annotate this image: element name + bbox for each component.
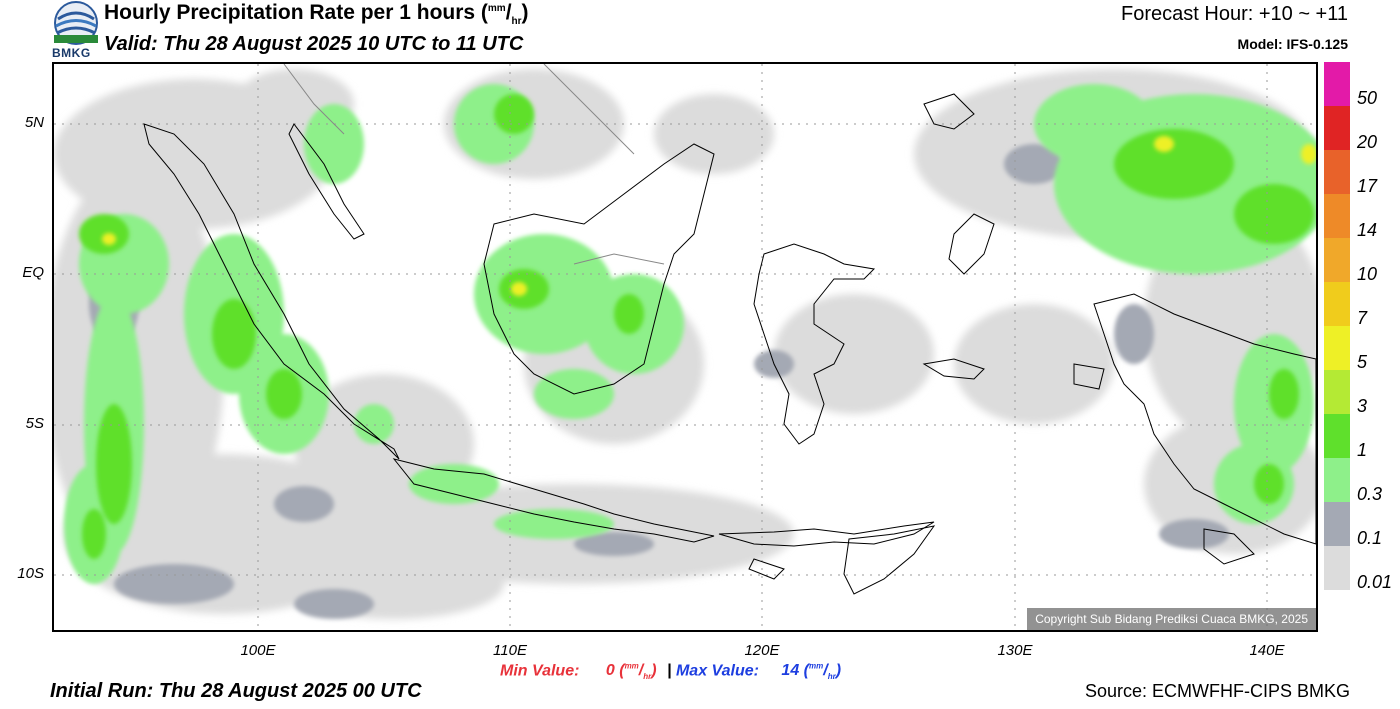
lat-label-eq: EQ (22, 264, 44, 281)
lon-label-120e: 120E (744, 642, 780, 659)
lon-label-140e: 140E (1249, 642, 1285, 659)
legend-label: 5 (1357, 352, 1368, 372)
precip-layer-yellow (102, 136, 1316, 296)
min-label: Min Value: (500, 662, 580, 680)
coastlines (143, 93, 1316, 595)
valid-time: Valid: Thu 28 August 2025 10 UTC to 11 U… (104, 33, 524, 55)
borders (283, 64, 665, 265)
legend-swatch (1324, 150, 1350, 194)
legend-swatch (1324, 546, 1350, 590)
legend-label: 20 (1357, 132, 1378, 152)
legend-swatch (1324, 326, 1350, 370)
legend-swatch (1324, 238, 1350, 282)
legend-swatch (1324, 370, 1350, 414)
legend-label: 50 (1357, 88, 1378, 108)
min-value: 0 (605, 662, 615, 680)
color-legend (1324, 62, 1350, 590)
precipitation-map: Copyright Sub Bidang Prediksi Cuaca BMKG… (52, 62, 1318, 632)
legend-swatch (1324, 414, 1350, 458)
legend-label: 0.3 (1357, 484, 1383, 504)
forecast-hour: Forecast Hour: +10 ~ +11 (1121, 3, 1348, 25)
logo-text: BMKG (52, 46, 91, 60)
bmkg-logo-icon (54, 1, 98, 45)
lat-label-5n: 5N (24, 114, 44, 131)
max-unit-den: hr (827, 672, 836, 682)
legend-label: 14 (1357, 220, 1378, 240)
title-close: ) (521, 1, 529, 24)
legend-label: 10 (1357, 264, 1378, 284)
chart-title: Hourly Precipitation Rate per 1 hours (m… (104, 1, 529, 28)
model-name: Model: IFS-0.125 (1237, 36, 1348, 52)
lat-label-10s: 10S (17, 565, 44, 582)
legend-label: 0.1 (1357, 528, 1383, 548)
title-unit-num: mm (487, 3, 506, 14)
legend-swatch (1324, 106, 1350, 150)
legend-swatch (1324, 282, 1350, 326)
precip-layer-green (79, 94, 1314, 559)
min-max-values: Min Value: 0 (mm/hr) | Max Value: 14 (mm… (500, 662, 842, 682)
lat-label-5s: 5S (25, 415, 44, 432)
initial-run: Initial Run: Thu 28 August 2025 00 UTC (50, 680, 422, 702)
copyright: Copyright Sub Bidang Prediksi Cuaca BMKG… (1027, 608, 1316, 630)
legend-swatch (1324, 458, 1350, 502)
legend-label: 0.01 (1357, 572, 1393, 592)
lon-label-110e: 110E (493, 642, 527, 659)
title-text: Hourly Precipitation Rate per 1 hours ( (104, 1, 488, 24)
map-canvas (54, 64, 1316, 630)
lon-label-100e: 100E (240, 642, 276, 659)
legend-swatch (1324, 62, 1350, 106)
min-unit-num: mm (624, 662, 639, 671)
max-value: 14 (781, 662, 800, 680)
legend-swatch (1324, 194, 1350, 238)
legend-label: 3 (1357, 396, 1368, 416)
source: Source: ECMWFHF-CIPS BMKG (1084, 681, 1350, 701)
min-unit-den: hr (643, 672, 652, 682)
legend-label: 1 (1357, 440, 1368, 460)
max-label: Max Value: (675, 662, 759, 680)
title-unit-den: hr (511, 16, 522, 28)
legend-label: 7 (1357, 308, 1368, 328)
legend-swatch (1324, 502, 1350, 546)
separator: | (667, 662, 672, 680)
lon-label-130e: 130E (997, 642, 1033, 659)
legend-label: 17 (1357, 176, 1378, 196)
max-unit-num: mm (809, 662, 824, 671)
